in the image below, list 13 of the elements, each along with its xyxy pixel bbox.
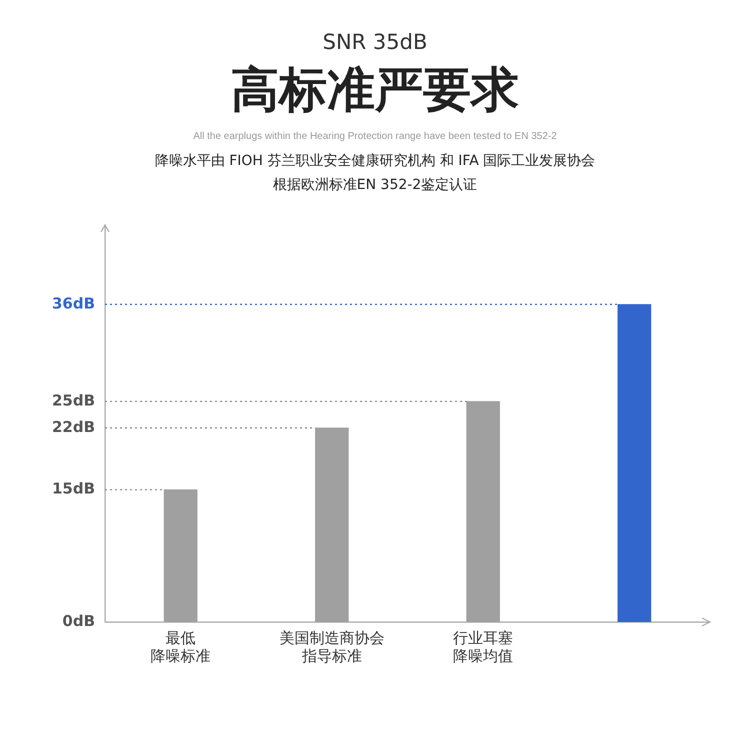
text: All the earplugs within the Hearing Protection range have been tested to EN 352-2 (192, 131, 558, 142)
text: 降噪水平由 FIOH 芬兰职业安全健康研究机构 和 IFA 国际工业发展协会 (154, 152, 596, 170)
x-tick-label: 美国制造商协会指导标准 (279, 628, 384, 665)
y-tick-label: 36dB (52, 294, 95, 312)
chart-title: 高标准严要求 (230, 61, 520, 120)
y-tick-label: 0dB (62, 612, 95, 630)
text: 根据欧洲标准EN 352-2鉴定认证 (272, 176, 478, 194)
y-tick-label: 25dB (52, 391, 95, 410)
chart-subtitle: SNR 35dB (322, 30, 428, 54)
x-tick-label: 行业耳塞降噪均值 (453, 628, 514, 665)
y-tick-label: 22dB (52, 418, 95, 436)
y-tick-label: 15dB (52, 480, 95, 498)
x-tick-label: 最低降噪标准 (150, 628, 211, 665)
